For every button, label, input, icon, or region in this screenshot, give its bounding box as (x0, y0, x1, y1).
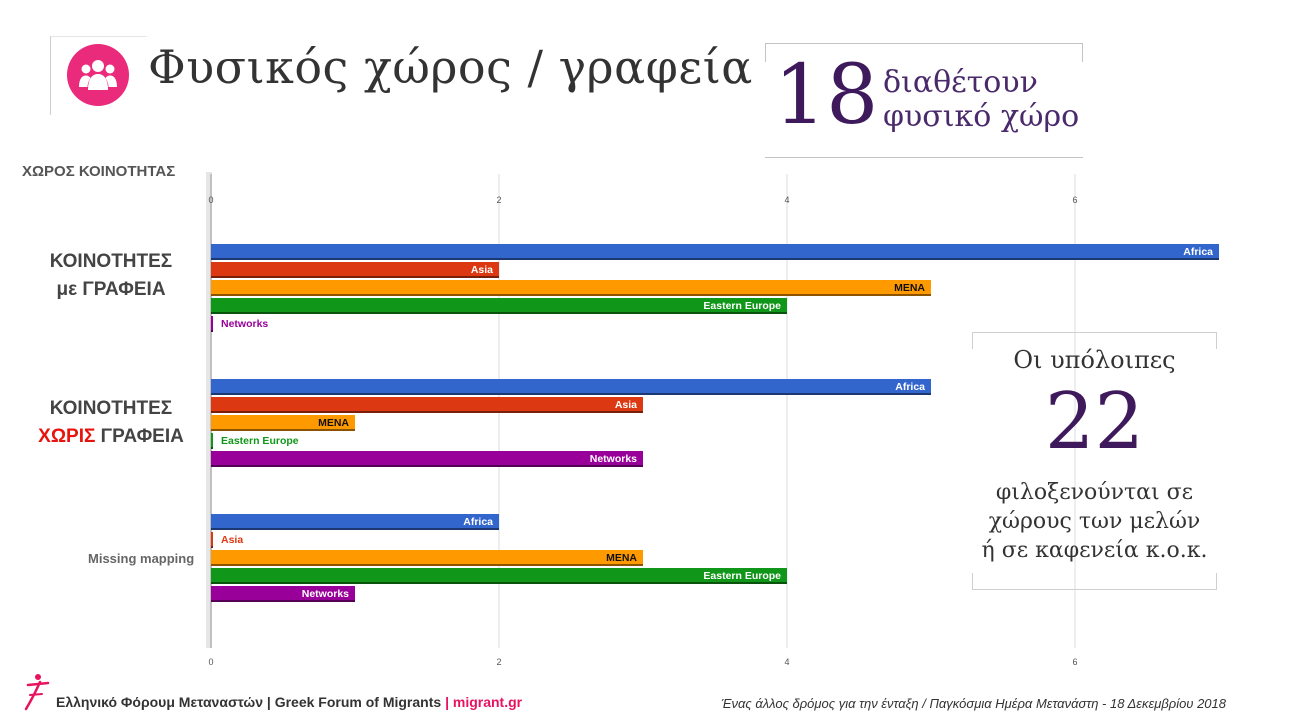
bar-shadow-mena-1 (211, 428, 355, 431)
x-tick-label-bottom-4: 4 (784, 657, 789, 667)
migrant-figure-logo-icon (22, 673, 52, 718)
bar-shadow-mena-2 (211, 563, 643, 566)
bar-networks-2 (211, 586, 355, 600)
bar-label-eastern-europe-2: Eastern Europe (703, 570, 781, 582)
bar-shadow-networks-0 (211, 329, 213, 332)
bar-shadow-eastern-europe-1 (211, 446, 213, 449)
bar-mena-2 (211, 550, 643, 564)
chart-axis-strip (206, 172, 212, 648)
bar-label-asia-2: Asia (221, 534, 243, 546)
bar-asia-2 (211, 532, 213, 546)
stat-number: 18 (774, 48, 879, 143)
bar-africa-1 (211, 379, 931, 393)
bar-shadow-asia-1 (211, 410, 643, 413)
bar-shadow-africa-2 (211, 527, 499, 530)
bar-label-networks-2: Networks (302, 588, 349, 600)
bar-eastern-europe-0 (211, 298, 787, 312)
footer-event-text: Ένας άλλος δρόμος για την ένταξη / Παγκό… (721, 696, 1226, 711)
group-label-missing-mapping: Missing mapping (88, 551, 195, 566)
bar-label-mena-0: MENA (894, 282, 925, 294)
side-box-frame (972, 332, 1217, 590)
x-tick-label-bottom-2: 2 (496, 657, 501, 667)
footer-site-link[interactable]: migrant.gr (452, 694, 523, 710)
stat-text: διαθέτουν φυσικό χώρο (883, 66, 1079, 134)
bar-eastern-europe-2 (211, 568, 787, 582)
group-label-without-offices: ΚΟΙΝΟΤΗΤΕΣ ΧΩΡΙΣ ΓΡΑΦΕΙΑ (0, 395, 222, 451)
bar-shadow-africa-1 (211, 392, 931, 395)
bar-label-networks-1: Networks (590, 453, 637, 465)
bar-label-networks-0: Networks (221, 318, 268, 330)
bar-africa-0 (211, 244, 1219, 258)
bar-shadow-eastern-europe-2 (211, 581, 787, 584)
people-group-icon (67, 44, 129, 106)
bar-shadow-networks-1 (211, 464, 643, 467)
footer-org: Ελληνικό Φόρουμ Μεταναστών | Greek Forum… (56, 694, 522, 710)
bar-africa-2 (211, 514, 499, 528)
bar-eastern-europe-1 (211, 433, 213, 447)
stat-box-frame (765, 43, 1083, 158)
group-label-without-offices-line1: ΚΟΙΝΟΤΗΤΕΣ (49, 398, 173, 419)
side-box-text: φιλοξενούνται σε χώρους των μελών ή σε κ… (972, 478, 1217, 565)
without-rest: ΓΡΑΦΕΙΑ (95, 426, 184, 447)
group-label-without-offices-line2: ΧΩΡΙΣ ΓΡΑΦΕΙΑ (0, 423, 222, 451)
x-tick-label-bottom-0: 0 (208, 657, 213, 667)
bar-label-mena-2: MENA (606, 552, 637, 564)
bar-label-africa-1: Africa (895, 381, 925, 393)
bar-mena-1 (211, 415, 355, 429)
x-tick-label-top-0: 0 (208, 195, 213, 205)
group-label-with-offices: ΚΟΙΝΟΤΗΤΕΣ με ΓΡΑΦΕΙΑ (0, 248, 222, 304)
x-tick-label-top-6: 6 (1072, 195, 1077, 205)
side-box-number: 22 (1044, 377, 1145, 467)
side-box-line4: ή σε καφενεία κ.ο.κ. (981, 538, 1208, 563)
side-box-line1: Οι υπόλοιπες (1013, 346, 1176, 374)
footer-separator: | (445, 694, 449, 710)
bar-label-africa-0: Africa (1183, 246, 1213, 258)
bar-shadow-asia-2 (211, 545, 213, 548)
bar-label-eastern-europe-0: Eastern Europe (703, 300, 781, 312)
bar-asia-1 (211, 397, 643, 411)
stat-text-line1: διαθέτουν (883, 65, 1038, 100)
bar-label-mena-1: MENA (318, 417, 349, 429)
footer-org-name: Ελληνικό Φόρουμ Μεταναστών | Greek Forum… (56, 694, 442, 710)
group-label-with-offices-line2: με ΓΡΑΦΕΙΑ (56, 279, 166, 300)
bar-shadow-networks-2 (211, 599, 355, 602)
bar-asia-0 (211, 262, 499, 276)
bar-label-eastern-europe-1: Eastern Europe (221, 435, 299, 447)
stat-text-line2: φυσικό χώρο (883, 99, 1080, 134)
bar-label-asia-0: Asia (471, 264, 493, 276)
bar-networks-0 (211, 316, 213, 330)
x-tick-label-bottom-6: 6 (1072, 657, 1077, 667)
bar-shadow-mena-0 (211, 293, 931, 296)
chart-heading: ΧΩΡΟΣ ΚΟΙΝΟΤΗΤΑΣ (22, 163, 176, 180)
group-label-with-offices-line1: ΚΟΙΝΟΤΗΤΕΣ (49, 251, 173, 272)
bar-shadow-eastern-europe-0 (211, 311, 787, 314)
x-tick-label-top-4: 4 (784, 195, 789, 205)
without-emphasis: ΧΩΡΙΣ (38, 426, 96, 447)
x-tick-label-top-2: 2 (496, 195, 501, 205)
bar-label-africa-2: Africa (463, 516, 493, 528)
bar-mena-0 (211, 280, 931, 294)
bar-networks-1 (211, 451, 643, 465)
page-title: Φυσικός χώρος / γραφεία (148, 40, 753, 94)
logo-frame (50, 36, 147, 115)
bar-label-asia-1: Asia (615, 399, 637, 411)
side-box-line3: χώρους των μελών (988, 509, 1201, 534)
side-box-line2: φιλοξενούνται σε (995, 480, 1194, 505)
bar-shadow-asia-0 (211, 275, 499, 278)
bar-shadow-africa-0 (211, 257, 1219, 260)
